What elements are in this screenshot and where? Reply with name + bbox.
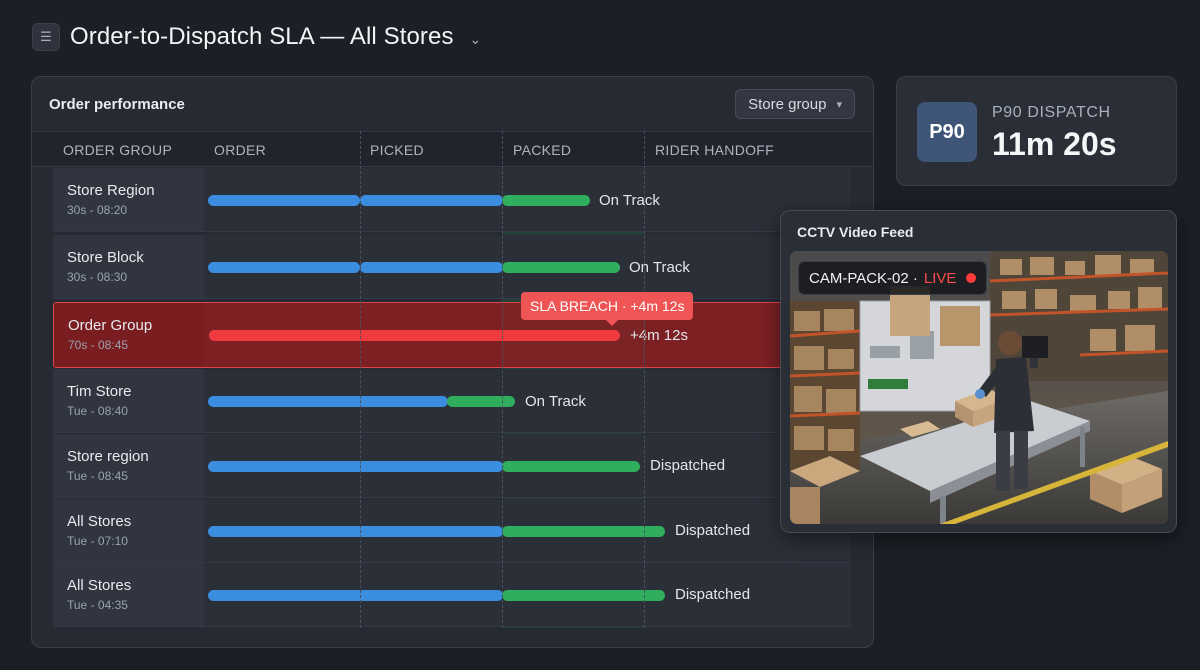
app-header: ☰ Order-to-Dispatch SLA — All Stores ⌄ bbox=[32, 20, 481, 54]
kpi-value: 11m 20s bbox=[992, 126, 1117, 162]
row-label: All Stores Tue - 07:10 bbox=[53, 499, 204, 562]
column-header-row: ORDER GROUP ORDER PICKED PACKED RIDER HA… bbox=[32, 131, 873, 167]
row-status: On Track bbox=[599, 192, 660, 209]
page-title: Order-to-Dispatch SLA — All Stores bbox=[70, 23, 454, 50]
column-divider bbox=[360, 131, 361, 628]
row-name: Store Block bbox=[67, 249, 144, 266]
order-stage-bar bbox=[208, 262, 360, 273]
col-rider-handoff[interactable]: RIDER HANDOFF bbox=[655, 142, 775, 158]
table-row[interactable]: Store Block 30s - 08:30 On Track bbox=[53, 235, 851, 299]
p90-dispatch-card: P90 P90 DISPATCH 11m 20s bbox=[896, 76, 1177, 186]
row-label: Order Group 70s - 08:45 bbox=[54, 303, 205, 367]
row-label: Store Block 30s - 08:30 bbox=[53, 235, 204, 298]
cctv-title: CCTV Video Feed bbox=[797, 224, 914, 240]
order-stage-bar bbox=[208, 396, 448, 407]
row-label: All Stores Tue - 04:35 bbox=[53, 563, 204, 626]
row-name: All Stores bbox=[67, 513, 132, 530]
row-subtitle: 30s - 08:30 bbox=[67, 270, 128, 284]
col-order[interactable]: ORDER bbox=[214, 142, 267, 158]
row-status: Dispatched bbox=[675, 522, 751, 539]
order-stage-bar bbox=[208, 590, 503, 601]
row-label: Tim Store Tue - 08:40 bbox=[53, 369, 204, 432]
picked-stage-bar bbox=[360, 262, 503, 273]
breach-stage-bar bbox=[209, 330, 620, 341]
packed-stage-bar bbox=[502, 590, 665, 601]
p90-badge: P90 bbox=[917, 102, 977, 162]
store-group-select-label: Store group bbox=[748, 95, 827, 113]
row-subtitle: Tue - 08:40 bbox=[67, 404, 128, 418]
row-name: Store region bbox=[67, 448, 149, 465]
table-row[interactable]: Tim Store Tue - 08:40 On Track bbox=[53, 369, 851, 433]
row-subtitle: 70s - 08:45 bbox=[68, 338, 129, 352]
packed-stage-bar bbox=[502, 526, 665, 537]
order-performance-panel: Order performance Store group ▾ ORDER GR… bbox=[31, 76, 874, 648]
store-group-select[interactable]: Store group ▾ bbox=[735, 89, 855, 119]
kpi-label: P90 DISPATCH bbox=[992, 104, 1111, 121]
col-picked[interactable]: PICKED bbox=[370, 142, 424, 158]
chevron-down-icon: ▾ bbox=[836, 98, 842, 111]
panel-title: Order performance bbox=[49, 95, 185, 113]
cctv-video-feed[interactable]: CAM-PACK-02 · LIVE bbox=[790, 251, 1168, 524]
live-indicator-label: LIVE bbox=[923, 269, 957, 287]
warehouse-scene-image bbox=[790, 251, 1168, 524]
row-name: Store Region bbox=[67, 182, 155, 199]
live-dot-icon bbox=[966, 273, 977, 283]
row-status: On Track bbox=[629, 259, 690, 276]
column-divider bbox=[644, 131, 645, 628]
row-label: Store Region 30s - 08:20 bbox=[53, 168, 204, 231]
menu-icon[interactable]: ☰ bbox=[32, 23, 60, 51]
row-subtitle: Tue - 07:10 bbox=[67, 534, 128, 548]
row-name: Tim Store bbox=[67, 383, 132, 400]
row-status: On Track bbox=[525, 393, 586, 410]
row-label: Store region Tue - 08:45 bbox=[53, 434, 204, 497]
table-row[interactable]: All Stores Tue - 07:10 Dispatched bbox=[53, 499, 851, 563]
row-subtitle: Tue - 08:45 bbox=[67, 469, 128, 483]
col-packed[interactable]: PACKED bbox=[513, 142, 572, 158]
row-status: Dispatched bbox=[675, 586, 751, 603]
table-row-breach[interactable]: Order Group 70s - 08:45 +4m 12s bbox=[53, 302, 813, 368]
packed-stage-bar bbox=[502, 262, 620, 273]
packed-stage-bar bbox=[502, 461, 640, 472]
row-subtitle: 30s - 08:20 bbox=[67, 203, 128, 217]
row-status: Dispatched bbox=[650, 457, 726, 474]
sla-breach-tooltip: SLA BREACH · +4m 12s bbox=[521, 292, 694, 326]
panel-header: Order performance Store group ▾ bbox=[32, 77, 873, 131]
row-subtitle: Tue - 04:35 bbox=[67, 598, 128, 612]
table-row[interactable]: Store Region 30s - 08:20 On Track bbox=[53, 168, 851, 232]
chevron-down-icon[interactable]: ⌄ bbox=[469, 30, 482, 47]
packed-stage-bar bbox=[447, 396, 515, 407]
table-row[interactable]: Store region Tue - 08:45 Dispatched bbox=[53, 434, 851, 498]
packed-stage-bar bbox=[502, 195, 590, 206]
table-row[interactable]: All Stores Tue - 04:35 Dispatched bbox=[53, 563, 851, 627]
col-order-group[interactable]: ORDER GROUP bbox=[63, 142, 173, 158]
order-stage-bar bbox=[208, 526, 503, 537]
row-status: +4m 12s bbox=[630, 327, 688, 344]
row-name: All Stores bbox=[67, 577, 132, 594]
row-name: Order Group bbox=[68, 317, 153, 334]
camera-tag: CAM-PACK-02 · LIVE bbox=[798, 261, 988, 295]
column-divider bbox=[502, 131, 503, 628]
cctv-feed-card: CCTV Video Feed bbox=[780, 210, 1177, 533]
order-stage-bar bbox=[208, 195, 360, 206]
order-stage-bar bbox=[208, 461, 503, 472]
picked-stage-bar bbox=[360, 195, 503, 206]
camera-name: CAM-PACK-02 · bbox=[809, 269, 918, 287]
